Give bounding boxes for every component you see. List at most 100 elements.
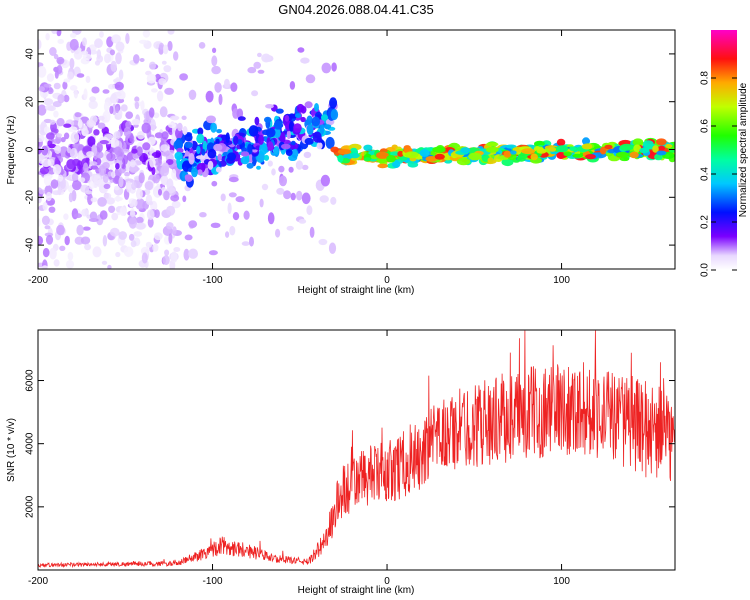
heatmap-cell bbox=[65, 260, 75, 269]
heatmap-cell bbox=[38, 218, 41, 227]
heatmap-cell bbox=[99, 31, 104, 38]
heatmap-cell bbox=[97, 197, 107, 207]
heatmap-cell bbox=[300, 116, 306, 123]
snr-frame bbox=[37, 329, 676, 571]
heatmap-cell bbox=[304, 101, 313, 109]
heatmap-cell bbox=[169, 115, 180, 121]
heatmap-cell bbox=[259, 198, 264, 208]
heatmap-cell bbox=[42, 201, 48, 211]
heatmap-cell bbox=[201, 162, 206, 171]
heatmap-cell bbox=[267, 212, 275, 225]
heatmap-cell bbox=[111, 34, 121, 44]
heatmap-cell bbox=[89, 96, 96, 102]
heatmap-cell bbox=[248, 125, 259, 137]
heatmap-cell bbox=[63, 78, 71, 83]
heatmap-cell bbox=[54, 70, 59, 79]
heatmap-cell bbox=[295, 160, 303, 170]
heatmap-cell bbox=[281, 143, 291, 150]
heatmap-cell bbox=[109, 49, 115, 56]
heatmap-cell bbox=[337, 154, 344, 163]
heatmap-cell bbox=[66, 159, 76, 170]
heatmap-cell bbox=[330, 196, 337, 205]
heatmap-cell bbox=[278, 165, 285, 173]
heatmap-cell bbox=[300, 105, 307, 114]
heatmap-cell bbox=[273, 146, 280, 156]
heatmap-cell bbox=[228, 192, 237, 198]
heatmap-cell bbox=[135, 216, 144, 224]
spectrogram-ytick-label: 0 bbox=[25, 146, 36, 152]
heatmap-cell bbox=[43, 126, 50, 134]
heatmap-cell bbox=[82, 37, 87, 47]
heatmap-cell bbox=[161, 60, 167, 65]
heatmap-cell bbox=[300, 57, 310, 64]
heatmap-cell bbox=[206, 115, 216, 124]
heatmap-cell bbox=[228, 176, 239, 183]
heatmap-cell bbox=[286, 130, 291, 140]
heatmap-cell bbox=[106, 152, 116, 162]
heatmap-cell bbox=[215, 166, 222, 173]
heatmap-cell bbox=[147, 136, 156, 146]
heatmap-cell bbox=[53, 82, 61, 90]
heatmap-cell bbox=[53, 110, 59, 118]
heatmap-cell bbox=[41, 215, 50, 226]
heatmap-cell bbox=[164, 249, 170, 256]
heatmap-cell bbox=[306, 115, 313, 124]
heatmap-cell bbox=[325, 136, 335, 149]
heatmap-cell bbox=[271, 168, 276, 176]
heatmap-cell bbox=[247, 143, 253, 155]
heatmap-cell bbox=[146, 209, 155, 221]
heatmap-cell bbox=[665, 143, 673, 149]
heatmap-cell bbox=[295, 113, 302, 118]
heatmap-cell bbox=[230, 82, 238, 92]
heatmap-cell bbox=[115, 163, 120, 170]
heatmap-cell bbox=[188, 89, 197, 101]
spectrogram-xtick-label: 100 bbox=[553, 275, 570, 286]
heatmap-cell bbox=[296, 190, 303, 201]
heatmap-cell bbox=[84, 243, 92, 251]
heatmap-cell bbox=[376, 157, 388, 164]
heatmap-cell bbox=[56, 30, 62, 37]
heatmap-cell bbox=[41, 265, 49, 269]
heatmap-cell bbox=[548, 147, 557, 152]
heatmap-cell bbox=[159, 106, 168, 118]
heatmap-cell bbox=[229, 225, 236, 236]
spectrogram-ytick-label: -20 bbox=[25, 190, 36, 205]
heatmap-cell bbox=[173, 139, 183, 151]
heatmap-cell bbox=[240, 151, 250, 157]
heatmap-cell bbox=[569, 146, 577, 151]
heatmap-cell bbox=[69, 85, 78, 91]
heatmap-cell bbox=[173, 51, 179, 61]
heatmap-cell bbox=[201, 148, 206, 156]
spectrogram-ytick-label: 40 bbox=[25, 48, 36, 60]
heatmap-cell bbox=[39, 167, 50, 175]
heatmap-cell bbox=[102, 173, 109, 183]
heatmap-cell bbox=[115, 251, 121, 258]
heatmap-cell bbox=[267, 160, 273, 167]
heatmap-cell bbox=[154, 132, 164, 139]
heatmap-cell bbox=[139, 39, 148, 45]
heatmap-cell bbox=[309, 226, 315, 238]
heatmap-cell bbox=[191, 167, 198, 178]
heatmap-cell bbox=[521, 148, 535, 155]
heatmap-cell bbox=[96, 151, 104, 159]
heatmap-cell bbox=[556, 145, 569, 153]
heatmap-cell bbox=[50, 179, 59, 189]
heatmap-cell bbox=[227, 152, 237, 161]
heatmap-cell bbox=[124, 178, 134, 184]
heatmap-cell bbox=[80, 184, 90, 193]
heatmap-cell bbox=[160, 144, 169, 152]
heatmap-cell bbox=[265, 127, 276, 138]
colorbar-tick-label: 0.4 bbox=[700, 167, 711, 181]
heatmap-cell bbox=[582, 137, 590, 146]
heatmap-cell bbox=[314, 103, 319, 112]
heatmap-cell bbox=[107, 171, 113, 177]
heatmap-cell bbox=[73, 213, 82, 219]
heatmap-cell bbox=[165, 159, 174, 165]
heatmap-cell bbox=[290, 140, 296, 146]
heatmap-cell bbox=[111, 93, 117, 100]
heatmap-cell bbox=[113, 146, 122, 156]
heatmap-cell bbox=[54, 145, 62, 154]
heatmap-cell bbox=[197, 169, 203, 176]
heatmap-cell bbox=[70, 131, 80, 144]
